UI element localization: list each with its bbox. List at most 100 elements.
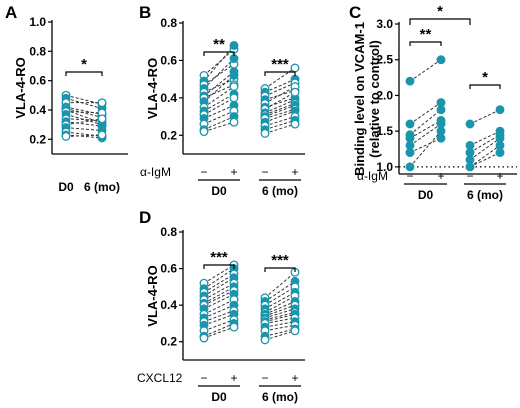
panel-b-pair-line xyxy=(264,110,296,123)
panel-d-condition-sign: + xyxy=(291,371,298,385)
panel-b-pair-line xyxy=(264,82,296,97)
panel-a-y-axis-title: VLA-4-RO xyxy=(13,57,28,118)
panel-c-point-before xyxy=(405,140,415,150)
panel-c-point-after xyxy=(495,105,505,115)
panel-d-pair-line xyxy=(203,293,235,310)
panel-a-pair-line xyxy=(65,97,103,110)
panel-d-treatment-label: CXCL12 xyxy=(137,371,183,385)
panel-b-pair-line xyxy=(203,78,235,93)
panel-c-y-tick-label: 2.5 xyxy=(376,53,393,67)
panel-b-pair-line xyxy=(203,86,235,108)
panel-a-pair-line xyxy=(65,118,103,126)
panel-b-point-before xyxy=(260,128,270,138)
panel-c-letter: C xyxy=(349,3,361,22)
panel-a-point-after xyxy=(97,114,107,124)
panel-a-category-label: 6 (mo) xyxy=(84,180,120,194)
panel-d-pair-line xyxy=(264,304,296,317)
panel-d-pair-line xyxy=(203,268,235,290)
panel-d-y-tick-label: 0.4 xyxy=(160,298,177,312)
panel-a-pair-line xyxy=(65,106,103,115)
panel-c-point-before xyxy=(465,162,475,172)
panel-b-pair-line xyxy=(203,116,235,131)
panel-b-pair-line xyxy=(264,97,296,108)
panel-b-condition-sign: − xyxy=(261,165,268,179)
panel-b-pair-line xyxy=(264,99,296,114)
panel-d-pair-line xyxy=(203,326,235,339)
panel-b-condition-sign: − xyxy=(200,165,207,179)
panel-d-pair-line xyxy=(264,280,296,302)
panel-b-point-after xyxy=(290,87,300,97)
panel-b-pair-line xyxy=(203,121,235,133)
panel-c-condition-sign: − xyxy=(406,169,413,183)
panel-b-pair-line xyxy=(264,108,296,119)
panel-c-significance-label: * xyxy=(437,3,443,20)
panel-b-y-axis-title: VLA-4-RO xyxy=(145,58,160,119)
panel-b-point-after xyxy=(229,93,239,103)
panel-a-pair-line xyxy=(65,127,103,132)
panel-d-condition-sign: − xyxy=(200,371,207,385)
panel-b-pair-line xyxy=(203,104,235,119)
panel-b-pair-line xyxy=(203,71,235,97)
panel-c-point-before xyxy=(465,148,475,158)
panel-b-point-after xyxy=(229,70,239,80)
panel-a-pair-line xyxy=(65,110,103,114)
panel-d-pair-line xyxy=(264,271,296,299)
panel-b-y-tick-label: 0.8 xyxy=(160,16,177,30)
panel-c-y-tick-label: 3.0 xyxy=(376,17,393,31)
panel-d-pair-line xyxy=(264,328,296,337)
panel-a-category-label: D0 xyxy=(58,180,74,194)
panel-b-pair-line xyxy=(264,104,296,118)
panel-d-point-before xyxy=(199,333,209,343)
panel-d-group-label: D0 xyxy=(211,390,227,404)
panel-b-letter: B xyxy=(139,3,151,22)
panel-d-pair-line xyxy=(203,313,235,326)
panel-b-pair-line xyxy=(203,110,235,125)
panel-d-pair-line xyxy=(203,319,235,332)
panel-d-significance-bracket xyxy=(203,264,235,269)
panel-d-pair-line xyxy=(203,310,235,323)
panel-c-point-before xyxy=(405,162,415,172)
panel-c-condition-sign: + xyxy=(496,169,503,183)
panel-c-point-before xyxy=(405,133,415,143)
panel-b-pair-line xyxy=(264,91,296,110)
panel-c-pair-line xyxy=(469,109,501,125)
panel-b-significance-label: *** xyxy=(271,56,289,73)
panel-b-pair-line xyxy=(203,97,235,116)
panel-d-pair-line xyxy=(203,277,235,297)
panel-c-point-after xyxy=(495,140,505,150)
panel-c-point-after xyxy=(436,55,446,65)
panel-c-significance-bracket xyxy=(469,84,501,89)
panel-b-pair-line xyxy=(203,48,235,76)
panel-a-pair-line xyxy=(65,113,103,126)
panel-b-condition-sign: + xyxy=(291,165,298,179)
panel-d-condition-sign: + xyxy=(230,371,237,385)
panel-a-significance-label: * xyxy=(81,56,87,73)
panel-b-point-after xyxy=(229,41,239,50)
panel-c-significance-bracket xyxy=(409,18,471,25)
panel-a-pair-line xyxy=(65,108,103,118)
panel-b-significance-label: ** xyxy=(213,36,225,53)
panel-c-point-before xyxy=(405,148,415,158)
panel-c-significance-label: ** xyxy=(420,26,432,43)
panel-d-significance-label: *** xyxy=(210,249,228,266)
panel-c-y-axis-title: Binding level on VCAM-1 xyxy=(352,22,367,176)
panel-b-pair-line xyxy=(203,58,235,89)
panel-d-condition-sign: − xyxy=(261,371,268,385)
panel-d-group-label: 6 (mo) xyxy=(262,390,298,404)
panel-c-pair-line xyxy=(409,59,442,82)
panel-c-point-before xyxy=(465,140,475,150)
panel-d-letter: D xyxy=(139,208,151,227)
panel-c-pair-line xyxy=(469,145,501,168)
panel-c-pair-line xyxy=(409,130,442,168)
panel-d-pair-line xyxy=(264,330,296,341)
panel-d-pair-line xyxy=(264,291,296,310)
panel-b-pair-line xyxy=(264,116,296,127)
panel-c-point-before xyxy=(465,155,475,165)
panel-c-point-after xyxy=(495,148,505,158)
panel-a-point-before xyxy=(61,131,71,141)
panel-d-point-after xyxy=(290,326,300,336)
panel-a-y-tick-label: 0.6 xyxy=(29,74,46,88)
panel-a-pair-line xyxy=(65,134,103,139)
panel-a-point-after xyxy=(97,98,107,108)
